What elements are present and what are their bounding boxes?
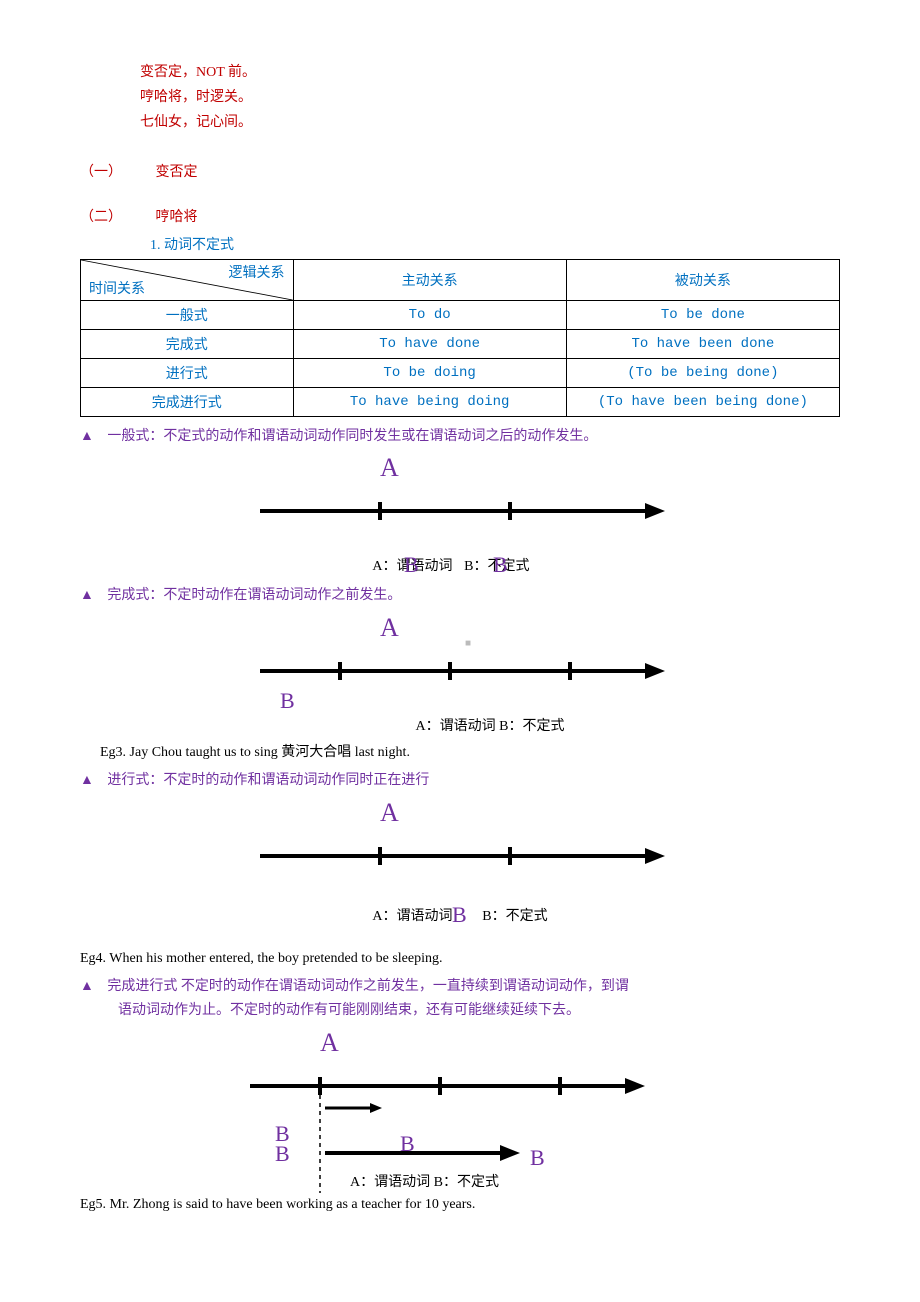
timeline-2-caption: A：谓语动词 B：不定式: [140, 715, 840, 735]
table-cell: To do: [293, 300, 566, 329]
bullet-perfect-progressive-text: 完成进行式 不定时的动作在谓语动词动作之前发生，一直持续到谓语动词动作，到谓: [107, 979, 629, 994]
example-3: Eg3. Jay Chou taught us to sing 黄河大合唱 la…: [100, 741, 840, 761]
bullet-progressive: ▲ 进行式：不定时的动作和谓语动词动作同时正在进行: [80, 769, 840, 793]
timeline-A-label: A: [380, 613, 399, 643]
rhyme-line-3: 七仙女，记心间。: [140, 110, 840, 135]
timeline-B-label: B: [280, 688, 295, 714]
bullet-general: ▲ 一般式：不定式的动作和谓语动词动作同时发生或在谓语动词之后的动作发生。: [80, 425, 840, 449]
bullet-perfect-progressive: ▲ 完成进行式 不定时的动作在谓语动词动作之前发生，一直持续到谓语动词动作，到谓: [80, 975, 840, 999]
table-col-passive: 被动关系: [566, 259, 839, 300]
timeline-general: A: [250, 458, 670, 548]
caption-3a: A：谓语动词: [372, 909, 452, 924]
bullet-perfect: ▲ 完成式：不定时动作在谓语动词动作之前发生。: [80, 584, 840, 608]
timeline-perfect: A ■ B: [250, 618, 670, 713]
table-cell: To have being doing: [293, 387, 566, 416]
example-5: Eg5. Mr. Zhong is said to have been work…: [80, 1197, 840, 1213]
bullet-general-text: 一般式：不定式的动作和谓语动词动作同时发生或在谓语动词之后的动作发生。: [107, 429, 597, 444]
table-row-label: 一般式: [81, 300, 294, 329]
timeline-B4: B: [530, 1145, 545, 1171]
timeline-3-caption: A：谓语动词 B B：不定式: [80, 900, 840, 926]
table-diag-top: 逻辑关系: [229, 262, 285, 282]
triangle-bullet-icon: ▲: [80, 429, 94, 444]
table-row: 完成进行式 To have being doing (To have been …: [81, 387, 840, 416]
timeline-perfect-progressive: A B B B B A：谓语动词 B：不定式: [220, 1033, 660, 1193]
table-row: 一般式 To do To be done: [81, 300, 840, 329]
timeline-1-caption: A：谓语动词 B B：不定式 B: [80, 550, 840, 576]
table-col-active: 主动关系: [293, 259, 566, 300]
table-row: 完成式 To have done To have been done: [81, 329, 840, 358]
table-cell: To have done: [293, 329, 566, 358]
table-cell: (To have been being done): [566, 387, 839, 416]
section-2-title: 哼哈将: [156, 210, 198, 225]
table-row-label: 进行式: [81, 358, 294, 387]
section-2-heading: （二） 哼哈将: [80, 206, 840, 226]
infinitive-table: 逻辑关系 时间关系 主动关系 被动关系 一般式 To do To be done…: [80, 259, 840, 417]
table-cell: To have been done: [566, 329, 839, 358]
timeline-progressive: A: [250, 803, 670, 898]
table-cell: To be doing: [293, 358, 566, 387]
timeline-complex-icon: [220, 1033, 660, 1193]
timeline-B-overlay-3: B: [452, 902, 467, 927]
section-1-title: 变否定: [156, 165, 198, 180]
bullet-progressive-text: 进行式：不定时的动作和谓语动词动作同时正在进行: [107, 773, 429, 788]
caption-3b: B：不定式: [482, 909, 547, 924]
table-cell: (To be being done): [566, 358, 839, 387]
table-diag-bottom: 时间关系: [89, 278, 145, 298]
table-cell: To be done: [566, 300, 839, 329]
triangle-bullet-icon: ▲: [80, 588, 94, 603]
timeline-A-label: A: [380, 798, 399, 828]
rhyme-line-1: 变否定，NOT 前。: [140, 60, 840, 85]
bullet-perfect-progressive-cont: 语动词动作为止。不定时的动作有可能刚刚结束，还有可能继续延续下去。: [118, 999, 840, 1023]
table-row-label: 完成式: [81, 329, 294, 358]
timeline-B-overlay: B: [404, 552, 419, 577]
section-1-heading: （一） 变否定: [80, 161, 840, 181]
bullet-perfect-text: 完成式：不定时动作在谓语动词动作之前发生。: [107, 588, 401, 603]
triangle-bullet-icon: ▲: [80, 979, 94, 994]
table-row-label: 完成进行式: [81, 387, 294, 416]
timeline-arrow-icon: [250, 831, 670, 881]
timeline-arrow-icon: [250, 486, 670, 536]
table-row: 进行式 To be doing (To be being done): [81, 358, 840, 387]
timeline-A-label: A: [380, 453, 399, 483]
triangle-bullet-icon: ▲: [80, 773, 94, 788]
timeline-arrow-icon: [250, 646, 670, 696]
timeline-B2: B: [275, 1141, 290, 1167]
example-4: Eg4. When his mother entered, the boy pr…: [80, 951, 840, 967]
timeline-4-caption: A：谓语动词 B：不定式: [350, 1171, 499, 1191]
section-2-number: （二）: [80, 210, 122, 225]
timeline-B3: B: [400, 1131, 415, 1157]
subsection-1: 1. 动词不定式: [150, 234, 840, 254]
timeline-B-overlay-2: B: [493, 552, 508, 577]
rhyme-line-2: 哼哈将，时逻关。: [140, 85, 840, 110]
section-1-number: （一）: [80, 165, 122, 180]
